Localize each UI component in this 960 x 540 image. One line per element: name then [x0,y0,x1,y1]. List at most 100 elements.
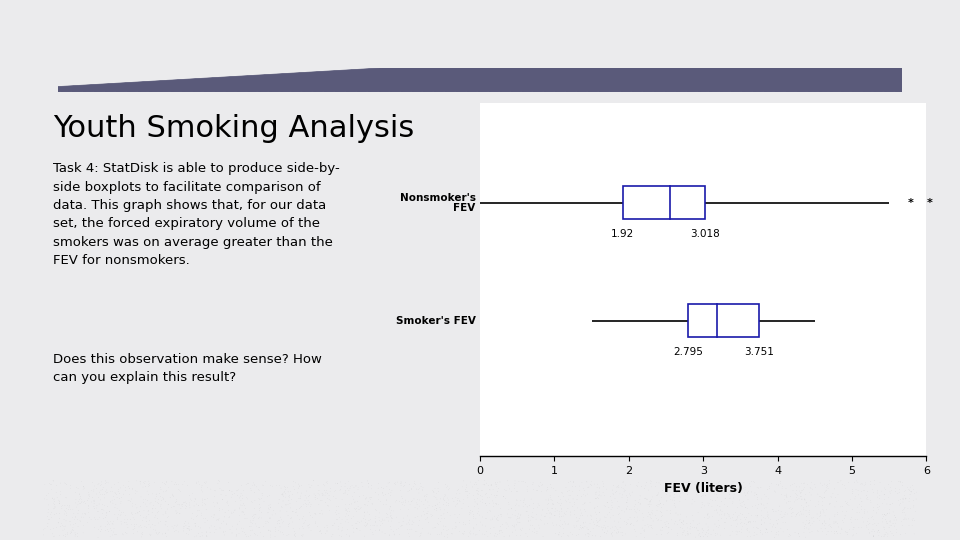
Point [815,519,830,528]
Point [507,521,522,529]
Point [734,518,750,526]
Point [132,507,147,516]
Point [101,527,116,536]
Point [719,483,734,492]
Point [588,490,604,499]
Point [908,495,924,503]
Point [462,519,477,528]
Point [128,500,143,509]
Point [491,516,506,524]
Point [895,481,910,490]
Point [791,508,806,517]
Point [512,518,527,526]
Point [833,503,849,511]
Point [573,511,588,520]
Point [754,500,769,509]
Point [410,495,425,504]
Point [828,518,844,527]
Point [819,505,834,514]
Point [597,517,612,526]
Point [664,496,680,504]
Point [211,515,227,524]
Point [612,509,627,518]
Point [561,520,576,529]
Point [57,510,72,518]
Point [619,519,635,528]
Point [473,497,489,505]
Point [132,523,147,531]
Point [294,482,309,490]
Point [893,477,908,486]
Point [566,498,582,507]
Point [218,491,233,500]
Point [181,498,197,507]
Point [135,498,151,507]
Point [311,500,326,509]
Point [378,496,394,505]
Point [199,527,214,536]
Point [900,504,916,513]
Point [640,486,656,495]
Point [362,494,377,502]
Point [675,528,690,537]
Point [620,494,636,502]
Point [135,517,151,525]
Point [824,523,839,532]
Point [590,502,606,511]
Point [579,477,594,485]
Point [390,478,405,487]
Point [743,517,758,526]
Point [441,496,456,504]
Point [454,504,469,512]
Point [895,478,910,487]
Point [630,516,645,525]
Point [490,530,505,539]
Point [690,508,706,516]
Point [563,498,578,507]
Point [263,514,278,523]
Point [90,533,106,540]
Point [595,489,611,497]
Point [907,489,923,497]
Point [404,485,420,494]
Point [506,522,521,530]
Point [841,478,856,487]
Point [392,530,407,539]
Point [132,511,148,520]
Point [898,495,913,503]
Point [235,508,251,517]
Point [389,513,404,522]
Point [127,522,142,531]
Point [81,502,96,510]
Point [110,488,126,496]
Point [710,493,726,502]
Point [217,509,232,517]
Point [623,520,638,529]
Point [694,503,709,512]
Point [700,511,715,519]
Point [652,497,667,505]
Point [199,478,214,487]
Point [737,501,753,509]
Point [217,531,232,539]
Point [628,500,643,509]
Point [673,492,688,501]
Point [905,496,921,505]
Point [773,524,788,532]
Point [639,495,655,504]
Point [567,523,583,532]
Point [194,481,209,490]
Point [728,508,743,517]
Point [332,531,348,540]
Point [661,519,677,528]
Point [806,517,822,525]
Point [417,510,432,519]
Point [55,501,70,510]
Point [887,511,902,520]
Point [655,523,670,532]
Point [330,479,346,488]
Point [780,510,795,518]
Point [554,488,569,497]
Point [838,528,853,536]
Point [86,502,102,511]
